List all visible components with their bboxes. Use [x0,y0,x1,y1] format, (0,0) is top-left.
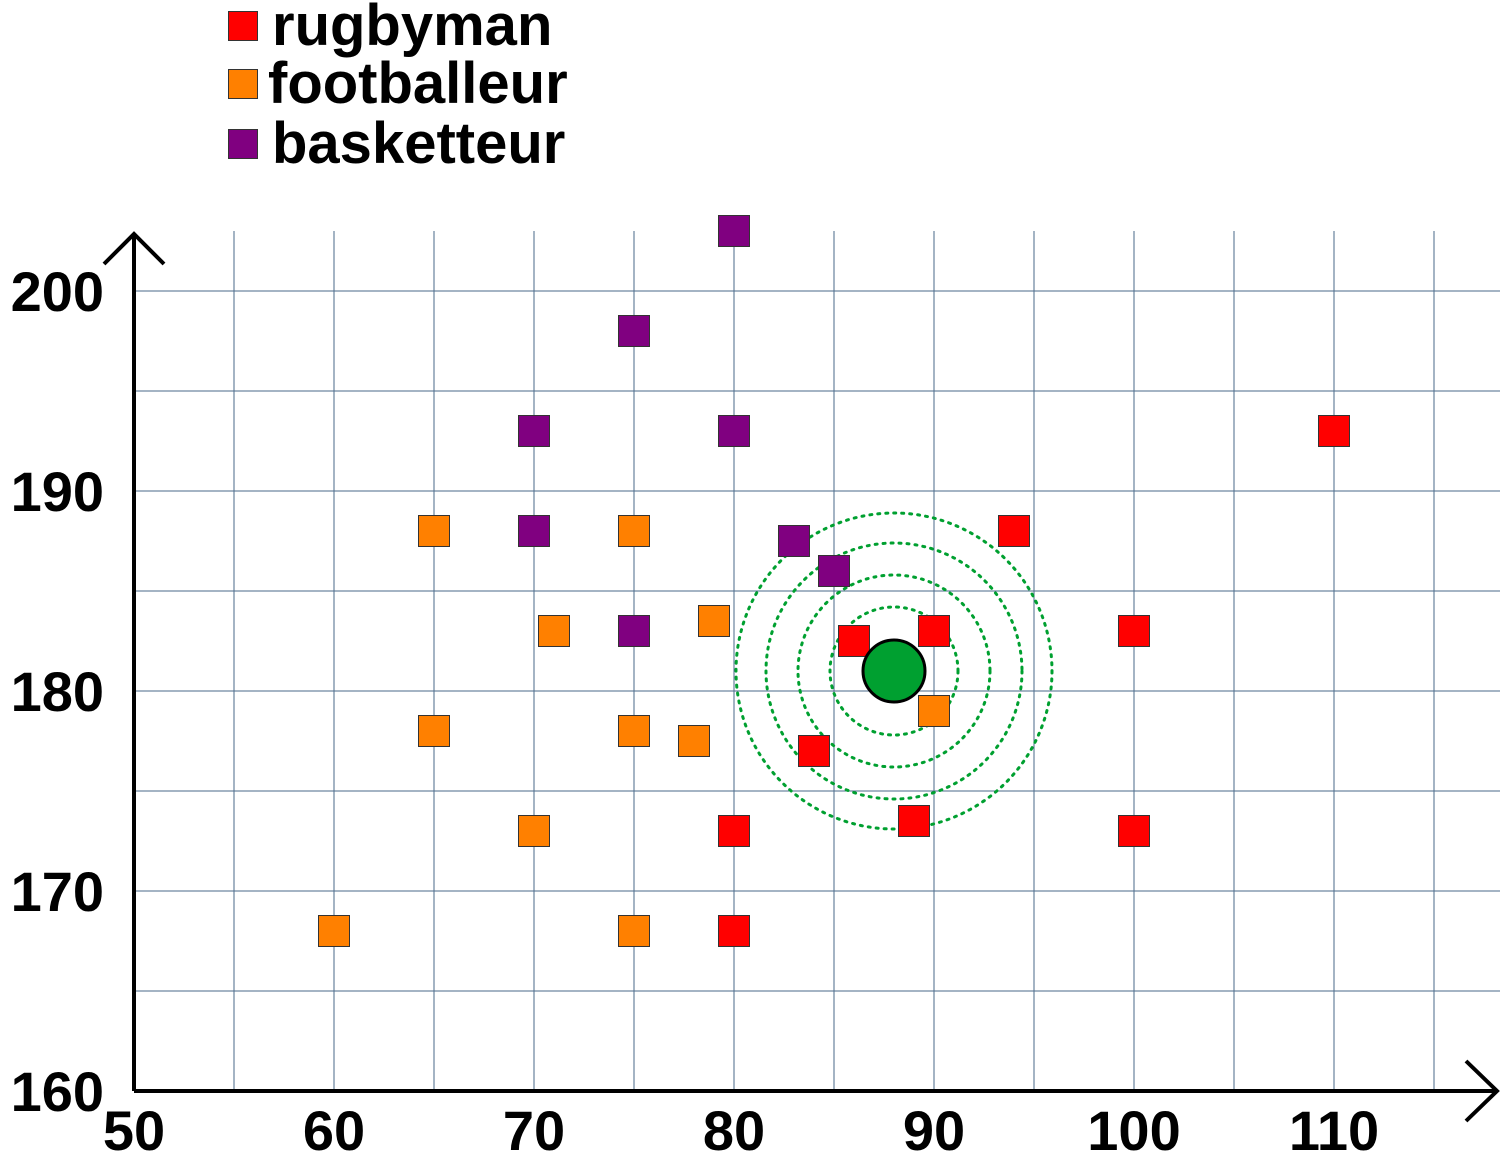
neighbour-circles [734,511,1054,831]
x-tick-label: 100 [1087,1099,1180,1153]
point-footballeur [618,715,650,747]
legend-item-basketteur: basketteur [228,114,565,174]
point-rugbyman [918,615,950,647]
y-tick-label: 170 [11,860,104,923]
point-rugbyman [838,625,870,657]
point-footballeur [618,915,650,947]
grid [134,231,1500,1091]
point-basketteur [818,555,850,587]
neighbour-circle [828,605,960,737]
point-footballeur [698,605,730,637]
point-rugbyman [1318,415,1350,447]
point-footballeur [518,815,550,847]
y-tick-label: 180 [11,660,104,723]
point-basketteur [618,315,650,347]
point-rugbyman [718,915,750,947]
y-tick-label: 160 [11,1060,104,1123]
neighbour-circle [764,541,1024,801]
y-tick-label: 190 [11,460,104,523]
point-footballeur [918,695,950,727]
neighbour-circle [734,511,1054,831]
point-rugbyman [1118,615,1150,647]
x-tick-label: 90 [903,1099,965,1153]
x-tick-label: 50 [103,1099,165,1153]
query-point [861,638,927,704]
legend-item-footballeur: footballeur [228,54,568,114]
point-basketteur [518,415,550,447]
y-tick-label: 200 [11,260,104,323]
legend-label-basketteur: basketteur [272,111,566,176]
x-tick-label: 80 [703,1099,765,1153]
legend-swatch-rugbyman [228,11,258,41]
point-basketteur [718,415,750,447]
legend-label-footballeur: footballeur [268,51,568,116]
y-axis-arrow [102,231,166,266]
legend-swatch-basketteur [228,129,258,159]
x-tick-label: 110 [1289,1099,1379,1153]
query-point-layer [861,638,927,704]
x-tick-label: 60 [303,1099,365,1153]
point-footballeur [318,915,350,947]
point-rugbyman [718,815,750,847]
axes [102,231,1500,1123]
point-footballeur [618,515,650,547]
data-points [318,215,1350,947]
x-axis-arrow [1464,1059,1500,1123]
point-basketteur [718,215,750,247]
point-rugbyman [998,515,1030,547]
point-rugbyman [1118,815,1150,847]
point-basketteur [618,615,650,647]
point-footballeur [418,715,450,747]
point-basketteur [518,515,550,547]
legend-swatch-footballeur [228,69,258,99]
legend-item-rugbyman: rugbyman [228,0,552,56]
x-tick-label: 70 [503,1099,565,1153]
point-basketteur [778,525,810,557]
tick-labels: 50 60 70 80 90 100 110 160 170 180 190 200 [11,260,1380,1153]
point-rugbyman [798,735,830,767]
point-footballeur [538,615,570,647]
neighbour-circle [796,573,992,769]
legend-label-rugbyman: rugbyman [272,0,553,58]
point-footballeur [678,725,710,757]
point-footballeur [418,515,450,547]
point-rugbyman [898,805,930,837]
